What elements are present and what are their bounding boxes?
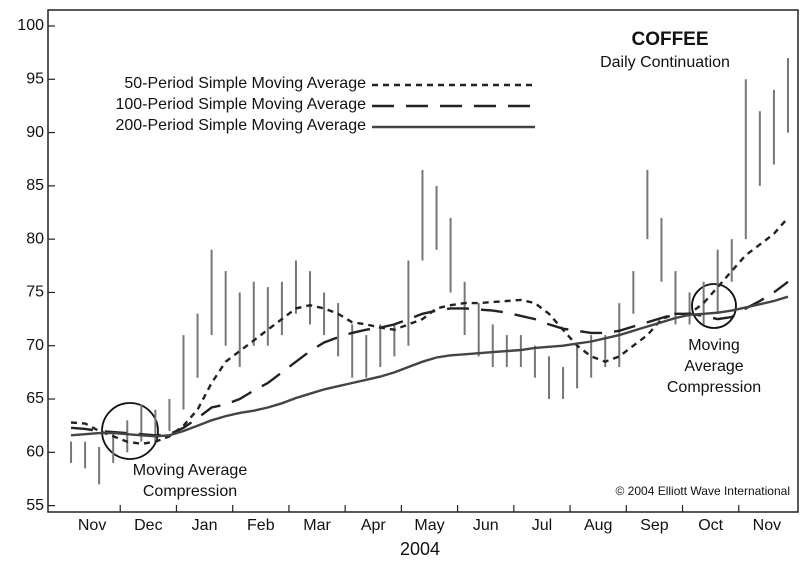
y-tick-label: 80 (26, 230, 44, 247)
moving-average-line (70, 217, 789, 446)
y-tick-label: 70 (26, 337, 44, 354)
x-tick-label: Nov (753, 517, 781, 534)
x-tick-label: Mar (303, 517, 331, 534)
x-tick-label: Nov (78, 517, 106, 534)
x-tick-label: Jul (532, 517, 552, 534)
annotation: Compression (143, 483, 237, 500)
moving-average-line (70, 295, 789, 438)
copyright: © 2004 Elliott Wave International (616, 484, 791, 498)
x-tick-label: Jan (192, 517, 218, 534)
x-tick-label: Jun (473, 517, 499, 534)
y-tick-label: 55 (26, 497, 44, 514)
y-tick-label: 60 (26, 444, 44, 461)
y-tick-label: 65 (26, 390, 44, 407)
x-tick-label: Sep (640, 517, 669, 534)
x-tick-label: Oct (698, 517, 723, 534)
y-tick-label: 85 (26, 177, 44, 194)
x-tick-label: Feb (247, 517, 275, 534)
annotation: Moving (688, 337, 740, 354)
chart-subtitle: Daily Continuation (600, 54, 730, 71)
x-tick-label: May (414, 517, 444, 534)
y-tick-label: 100 (17, 17, 44, 34)
chart-title: COFFEE (631, 29, 708, 50)
x-tick-label: Aug (584, 517, 612, 534)
legend-label: 100-Period Simple Moving Average (115, 96, 366, 113)
x-tick-label: Apr (361, 517, 387, 534)
y-tick-label: 95 (26, 70, 44, 87)
legend-label: 200-Period Simple Moving Average (115, 117, 366, 134)
annotation: Compression (667, 379, 761, 396)
y-tick-label: 90 (26, 124, 44, 141)
y-tick-label: 75 (26, 284, 44, 301)
compression-circle (691, 283, 737, 329)
legend-label: 50-Period Simple Moving Average (124, 75, 366, 92)
x-axis-label: 2004 (400, 539, 440, 559)
x-tick-label: Dec (134, 517, 162, 534)
compression-circle (101, 402, 159, 460)
moving-average-line (70, 280, 789, 437)
plot-frame (47, 9, 799, 513)
annotation: Average (684, 358, 743, 375)
annotation: Moving Average (133, 462, 248, 479)
